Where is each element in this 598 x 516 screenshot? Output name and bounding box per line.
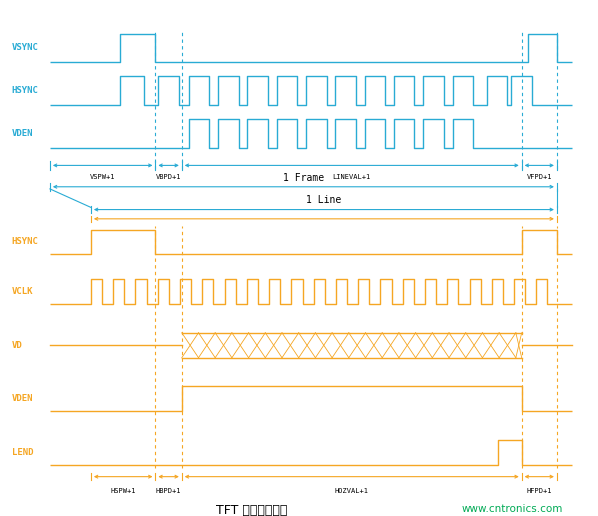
Text: 1 Frame: 1 Frame bbox=[283, 172, 324, 183]
Text: VSYNC: VSYNC bbox=[12, 43, 39, 53]
Text: HFPD+1: HFPD+1 bbox=[526, 488, 552, 494]
Text: VFPD+1: VFPD+1 bbox=[526, 174, 552, 180]
Text: VSPW+1: VSPW+1 bbox=[90, 174, 115, 180]
Text: www.cntronics.com: www.cntronics.com bbox=[461, 504, 563, 514]
Text: VD: VD bbox=[12, 341, 23, 350]
Text: VDEN: VDEN bbox=[12, 129, 33, 138]
Text: LEND: LEND bbox=[12, 447, 33, 457]
Text: TFT 屏工作时序图: TFT 屏工作时序图 bbox=[216, 504, 288, 516]
Text: HOZVAL+1: HOZVAL+1 bbox=[335, 488, 369, 494]
Text: 1 Line: 1 Line bbox=[306, 195, 341, 205]
Text: VDEN: VDEN bbox=[12, 394, 33, 403]
Text: HSYNC: HSYNC bbox=[12, 237, 39, 247]
Text: LINEVAL+1: LINEVAL+1 bbox=[332, 174, 371, 180]
Text: VCLK: VCLK bbox=[12, 287, 33, 296]
Text: HSPW+1: HSPW+1 bbox=[111, 488, 136, 494]
Text: HSYNC: HSYNC bbox=[12, 86, 39, 95]
Text: VBPD+1: VBPD+1 bbox=[156, 174, 181, 180]
Text: HBPD+1: HBPD+1 bbox=[156, 488, 181, 494]
